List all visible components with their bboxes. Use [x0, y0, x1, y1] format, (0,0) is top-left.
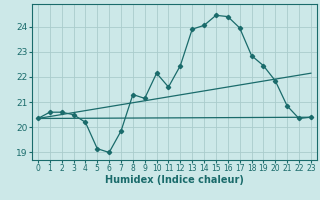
X-axis label: Humidex (Indice chaleur): Humidex (Indice chaleur) — [105, 175, 244, 185]
